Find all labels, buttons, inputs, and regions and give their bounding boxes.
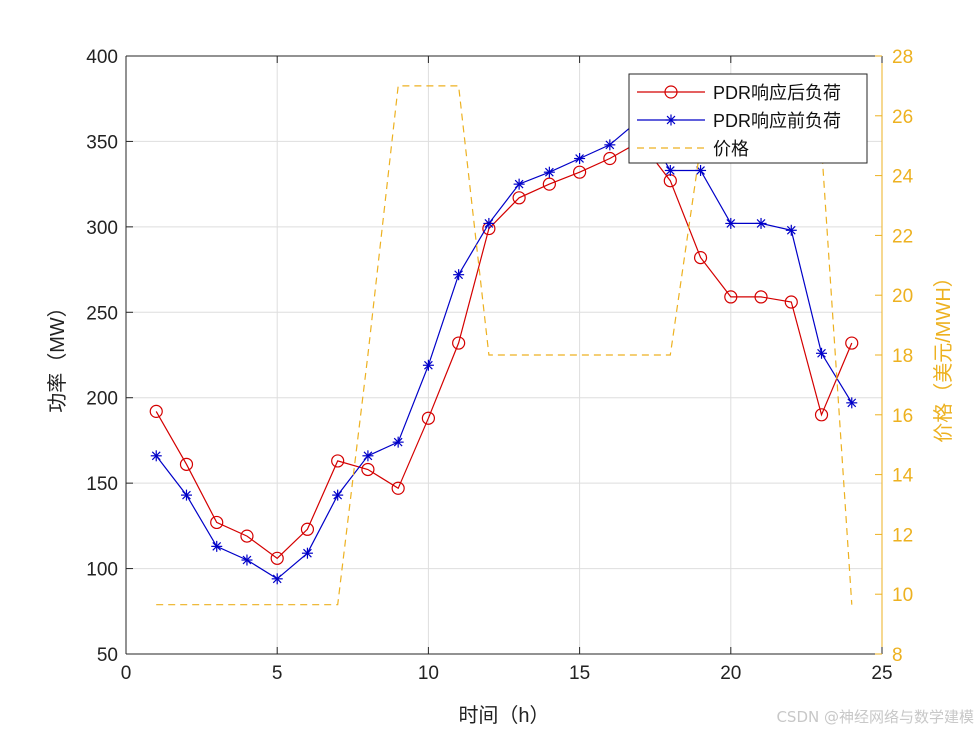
x-tick-label: 25 xyxy=(871,663,892,684)
y-tick-label-right: 26 xyxy=(892,107,913,128)
y-tick-label-left: 250 xyxy=(86,303,118,324)
data-point-asterisk xyxy=(604,139,616,151)
data-point-circle xyxy=(754,290,768,304)
data-point-asterisk xyxy=(483,217,495,229)
y-tick-label-right: 22 xyxy=(892,226,913,247)
legend-label: PDR响应前负荷 xyxy=(713,111,841,131)
data-point-asterisk xyxy=(392,436,404,448)
x-axis-label: 时间（h） xyxy=(458,704,549,727)
y-tick-label-right: 18 xyxy=(892,346,913,367)
x-tick-label: 10 xyxy=(418,663,439,684)
y-tick-label-right: 12 xyxy=(892,525,913,546)
data-point-asterisk xyxy=(211,540,223,552)
data-point-asterisk xyxy=(846,397,858,409)
data-point-asterisk xyxy=(816,347,828,359)
data-point-circle xyxy=(391,481,405,495)
data-point-circle xyxy=(361,462,375,477)
data-point-asterisk xyxy=(574,153,586,165)
x-tick-label: 20 xyxy=(720,663,741,684)
data-point-asterisk xyxy=(695,164,707,176)
legend-marker-circle xyxy=(664,85,678,99)
x-tick-label: 15 xyxy=(569,663,590,684)
y-tick-label-left: 100 xyxy=(86,560,118,581)
data-point-circle xyxy=(784,295,798,309)
data-point-circle xyxy=(331,454,345,468)
data-point-asterisk xyxy=(543,166,555,178)
data-point-asterisk xyxy=(664,164,676,176)
data-point-asterisk xyxy=(241,554,253,566)
y-axis-label-left: 功率（MW） xyxy=(46,297,69,413)
y-tick-label-right: 20 xyxy=(892,286,913,307)
data-point-circle xyxy=(210,515,224,530)
data-point-asterisk xyxy=(332,489,344,501)
data-point-asterisk xyxy=(513,178,525,190)
y-tick-label-left: 150 xyxy=(86,474,118,495)
data-point-circle xyxy=(452,336,466,350)
series-layer xyxy=(149,85,859,606)
y-tick-label-left: 300 xyxy=(86,218,118,239)
y-tick-label-right: 8 xyxy=(892,645,903,666)
data-point-asterisk xyxy=(180,489,192,501)
data-point-circle xyxy=(572,165,587,179)
data-point-asterisk xyxy=(362,450,374,462)
data-point-asterisk xyxy=(301,547,313,559)
data-point-circle xyxy=(693,251,708,265)
y-tick-label-right: 14 xyxy=(892,466,914,487)
data-point-asterisk xyxy=(725,217,737,229)
watermark: CSDN @神经网络与数学建模 xyxy=(776,708,974,726)
axes: 0 5 10 15 20 25 50 100 150 200 250 300 350 400 8 10 12 14… xyxy=(86,47,913,684)
series-line-3 xyxy=(156,85,853,606)
y-tick-label-left: 350 xyxy=(86,132,118,153)
data-point-circle xyxy=(421,411,435,425)
data-point-asterisk xyxy=(755,217,767,229)
x-tick-label: 0 xyxy=(121,663,132,684)
data-point-asterisk xyxy=(150,450,162,462)
data-point-asterisk xyxy=(422,359,434,371)
data-point-circle xyxy=(270,551,284,565)
y-tick-label-right: 10 xyxy=(892,585,913,606)
data-point-circle xyxy=(512,191,526,205)
y-tick-label-right: 24 xyxy=(892,167,914,188)
data-point-circle xyxy=(240,529,254,543)
data-point-circle xyxy=(814,408,829,422)
data-point-circle xyxy=(724,290,738,304)
y-tick-label-left: 50 xyxy=(97,645,118,666)
y-tick-label-right: 28 xyxy=(892,47,913,68)
data-point-circle xyxy=(542,177,556,191)
data-point-circle xyxy=(179,457,194,471)
y-tick-label-left: 200 xyxy=(86,389,118,410)
legend-label: 价格 xyxy=(713,139,749,159)
y-tick-label-left: 400 xyxy=(86,47,118,68)
data-point-asterisk xyxy=(453,269,465,281)
x-tick-label: 5 xyxy=(272,663,283,684)
legend-label: PDR响应后负荷 xyxy=(713,83,841,103)
data-point-circle xyxy=(845,336,859,350)
data-point-circle xyxy=(603,151,617,166)
data-point-asterisk xyxy=(785,224,797,236)
data-point-asterisk xyxy=(271,573,283,585)
data-point-circle xyxy=(149,404,163,418)
y-tick-label-right: 16 xyxy=(892,406,913,427)
legend-marker-asterisk xyxy=(665,114,677,126)
data-point-circle xyxy=(300,522,315,536)
y-axis-label-right: 价格（美元/MWH） xyxy=(932,267,955,443)
